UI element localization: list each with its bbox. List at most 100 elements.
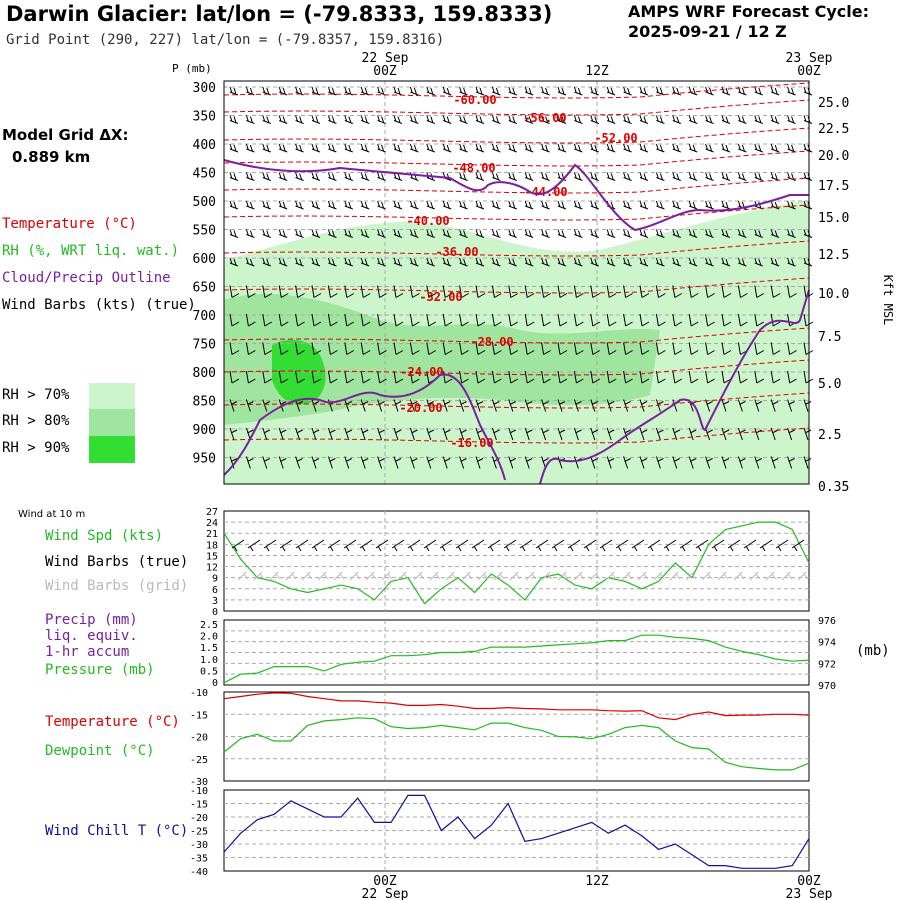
wind-barb <box>721 313 732 327</box>
wind-barb <box>327 229 337 238</box>
wind-barb <box>754 399 763 412</box>
wind-barb <box>475 143 485 153</box>
legend-cloud-outline: Cloud/Precip Outline <box>2 270 171 286</box>
wind-barb <box>393 456 402 469</box>
wind-barb <box>655 229 665 238</box>
wind-barb <box>393 313 404 327</box>
wind-barb <box>770 115 780 124</box>
wind-barb <box>737 313 748 327</box>
wind-barb <box>393 342 404 355</box>
surface-wind-barb <box>263 539 277 552</box>
surface-wind-barb <box>311 539 325 552</box>
wind-barb <box>442 342 453 355</box>
wind-barb <box>295 370 305 384</box>
wind-barb <box>672 313 683 327</box>
legend-rh70-swatch <box>89 383 135 409</box>
surface-wind-barb-grid <box>253 571 265 581</box>
surface-wind-barb <box>759 539 773 552</box>
wind-barb <box>770 370 781 384</box>
wind-barb <box>557 427 566 441</box>
wind-barb <box>377 115 386 124</box>
panel1-frame <box>223 80 810 485</box>
wind-barb <box>524 115 534 124</box>
surface-wind-barb <box>375 539 389 552</box>
surface-wind-barb-grid <box>781 571 793 581</box>
wind-barb <box>655 342 666 355</box>
wind-barb <box>360 285 371 298</box>
wind-barb <box>393 257 403 267</box>
wind-barb <box>590 172 599 181</box>
wind-barb <box>295 86 304 96</box>
wind-barb <box>606 172 616 181</box>
wind-barb <box>491 115 501 124</box>
surface-wind-barb-grid <box>317 571 329 581</box>
wind-barb <box>344 143 353 153</box>
wind-barb <box>229 143 239 153</box>
pressure-tick: 970 <box>818 681 836 692</box>
pressure-tick-label: 650 <box>193 281 216 296</box>
height-tick-label: 2.5 <box>818 428 841 443</box>
wind-barb <box>508 143 517 153</box>
wind-barb <box>541 427 549 441</box>
surface-wind-barb <box>743 539 757 552</box>
surface-wind-barb <box>519 539 533 552</box>
height-tick-label: 22.5 <box>818 122 849 137</box>
wind-barb <box>655 370 666 384</box>
wind-barb <box>475 342 486 355</box>
height-tick-label: 25.0 <box>818 96 849 111</box>
surface-wind-barb-grid <box>429 571 441 581</box>
wind-barb <box>377 313 387 327</box>
wind-barb <box>754 456 763 469</box>
wind-barb <box>360 342 371 355</box>
wind-barb <box>262 427 271 441</box>
wind-barb <box>327 86 337 96</box>
wind-barb <box>590 342 601 355</box>
wind-barb <box>508 370 519 384</box>
series-line <box>223 692 810 721</box>
wind-barb <box>360 370 371 384</box>
wind-barb <box>508 200 517 210</box>
wind-barb <box>787 285 797 298</box>
wind-barb <box>278 86 288 96</box>
wind-barb <box>557 143 567 153</box>
wind-barb <box>573 86 583 96</box>
wind-barb <box>393 200 403 210</box>
wind-barb <box>278 115 288 124</box>
wind-barb <box>377 172 386 181</box>
wind-barb <box>278 342 289 355</box>
wind-barb <box>639 427 648 441</box>
wind-barb <box>590 370 601 384</box>
wind-barb <box>344 285 355 298</box>
wind-barb <box>573 229 583 238</box>
surface-wind-barb-grid <box>685 571 697 581</box>
wind-barb <box>409 143 419 153</box>
wind-barb <box>491 200 501 210</box>
wind-barb <box>721 172 731 181</box>
wind-barb <box>311 313 322 327</box>
wind-barb <box>541 399 549 412</box>
surface-wind-barb-grid <box>589 571 601 581</box>
wind-barb <box>770 342 781 355</box>
wind-barb <box>787 370 797 384</box>
wind-barb <box>295 285 305 298</box>
precip-tick: 1.5 <box>200 643 218 654</box>
wind-barb <box>606 456 615 469</box>
wind-barb <box>491 370 502 384</box>
legend-wind-barbs-true: Wind Barbs (true) <box>45 554 189 570</box>
wind-barb <box>787 86 796 96</box>
surface-wind-barb-grid <box>333 571 345 581</box>
wind-speed-tick: 15 <box>206 551 218 562</box>
surface-wind-barb <box>327 539 341 552</box>
precip-tick: 1.0 <box>200 655 218 666</box>
wind-barb <box>557 285 568 298</box>
cloud-outline-right <box>539 289 810 485</box>
wind-barb <box>409 285 420 298</box>
wind-barb <box>262 229 271 238</box>
wind-speed-tick: 18 <box>206 540 218 551</box>
wind-barb <box>721 285 732 298</box>
wind-barb <box>295 427 303 441</box>
wind-barb <box>606 285 617 298</box>
wind-barb <box>705 370 715 384</box>
surface-wind-barb <box>583 539 597 552</box>
chill-tick: -10 <box>190 786 208 797</box>
